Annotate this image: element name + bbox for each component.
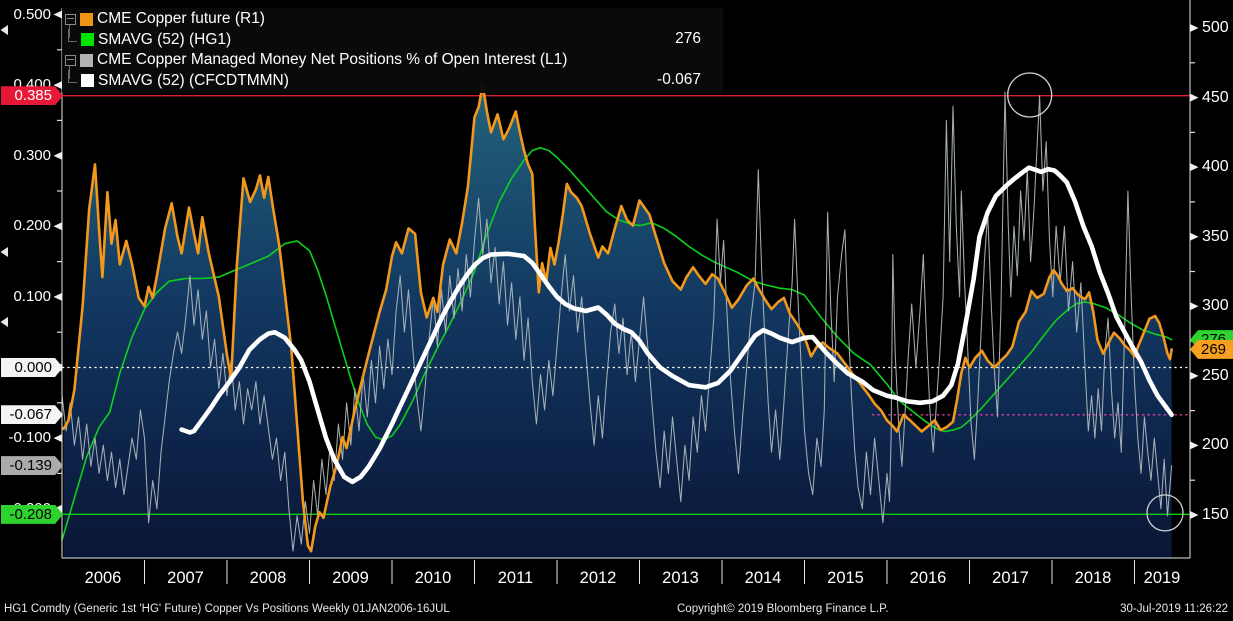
right-axis-tag: 269 (1190, 339, 1233, 359)
right-axis-tick-label: 300 (1202, 297, 1229, 315)
right-tick-arrow-icon (1190, 371, 1199, 380)
x-axis-year-label: 2006 (84, 569, 122, 587)
x-axis-year-label: 2013 (662, 569, 699, 587)
left-edge-marker-icon (0, 25, 8, 35)
tree-expand-icon[interactable] (65, 13, 76, 38)
series-color-swatch (81, 74, 94, 88)
series-line-0 (62, 83, 1173, 553)
x-axis-year-label: 2010 (414, 569, 452, 587)
left-axis-tag: -0.139 (1, 456, 63, 475)
x-axis-year-label: 2009 (332, 569, 369, 587)
right-tick-arrow-icon (1190, 163, 1199, 172)
left-tick-arrow-icon (53, 10, 62, 19)
legend-label: SMAVG (52) (HG1) (98, 30, 232, 48)
legend-item[interactable]: CME Copper Managed Money Net Positions %… (62, 50, 723, 79)
left-edge-marker-icon (0, 247, 8, 257)
left-edge-marker-icon (0, 317, 8, 327)
right-tick-arrow-icon (1190, 93, 1199, 102)
left-axis-tag: -0.067 (1, 405, 63, 424)
legend-last-value: 276 (675, 29, 701, 47)
status-bar: HG1 Comdty (Generic 1st 'HG' Future) Cop… (0, 599, 1233, 621)
x-axis-year-label: 2007 (167, 569, 204, 587)
left-tick-arrow-icon (53, 222, 62, 231)
legend-item[interactable]: CME Copper future (R1) (62, 9, 723, 38)
right-axis-tick-label: 250 (1202, 366, 1229, 384)
right-axis-tick-label: 500 (1202, 19, 1229, 36)
left-tick-arrow-icon (53, 81, 62, 90)
left-axis-tick-label: 0.100 (13, 287, 51, 305)
x-axis-year-label: 2016 (909, 569, 947, 587)
right-tick-arrow-icon (1190, 441, 1199, 450)
right-axis-tick-label: 450 (1202, 88, 1229, 106)
left-axis-tag: 0.000 (1, 358, 63, 377)
series-color-swatch (81, 33, 94, 47)
left-axis-tick-label: 0.200 (13, 217, 51, 235)
x-axis-year-label: 2011 (497, 569, 534, 587)
right-axis-tick-label: 200 (1202, 436, 1229, 454)
legend-last-value: -0.067 (657, 70, 701, 88)
right-axis-tick-label: 400 (1202, 158, 1229, 176)
tree-expand-icon[interactable] (65, 54, 76, 79)
legend-label: CME Copper Managed Money Net Positions %… (97, 51, 568, 69)
series-line-3 (179, 165, 1174, 485)
left-tick-arrow-icon (53, 434, 62, 443)
x-axis-year-label: 2018 (1074, 569, 1112, 587)
tree-branch-icon (68, 28, 77, 42)
left-axis-tag: 0.385 (1, 86, 63, 105)
left-axis-tick-label: 0.300 (13, 146, 51, 164)
legend-item[interactable]: SMAVG (52) (HG1) 276 (62, 28, 723, 51)
annotation-circle (1007, 72, 1053, 118)
timestamp: 30-Jul-2019 11:26:22 (1120, 603, 1228, 615)
left-axis-tick-label: -0.100 (8, 429, 51, 447)
left-tick-arrow-icon (53, 292, 62, 301)
legend-label: CME Copper future (R1) (97, 10, 265, 28)
legend: CME Copper future (R1) SMAVG (52) (HG1) 27… (62, 8, 723, 93)
x-axis-year-label: 2015 (827, 569, 864, 587)
legend-label: SMAVG (52) (CFCDTMMN) (98, 71, 289, 89)
x-axis-year-label: 2017 (992, 569, 1029, 587)
chart-subtitle: HG1 Comdty (Generic 1st 'HG' Future) Cop… (4, 603, 450, 615)
series-line-2 (61, 91, 1173, 552)
left-tick-arrow-icon (53, 151, 62, 160)
right-tick-arrow-icon (1190, 24, 1199, 33)
series-color-swatch (80, 12, 93, 26)
right-axis-tick-label: 350 (1202, 227, 1229, 245)
annotation-circle (1146, 494, 1184, 532)
right-tick-arrow-icon (1190, 232, 1199, 241)
x-axis-year-label: 2014 (744, 569, 782, 587)
left-axis-tag: -0.208 (1, 505, 63, 524)
right-tick-arrow-icon (1190, 511, 1199, 519)
right-axis-tick-label: 150 (1202, 506, 1229, 523)
x-axis-year-label: 2012 (579, 569, 617, 587)
right-tick-arrow-icon (1190, 302, 1199, 311)
copyright-text: Copyright© 2019 Bloomberg Finance L.P. (677, 603, 889, 615)
x-axis-year-label: 2019 (1143, 569, 1181, 587)
left-axis-tick-label: 0.500 (13, 5, 51, 23)
legend-item[interactable]: SMAVG (52) (CFCDTMMN) -0.067 (62, 69, 723, 92)
copper-area-fill (63, 85, 1172, 558)
series-color-swatch (80, 53, 93, 67)
tree-branch-icon (68, 69, 77, 83)
x-axis-year-label: 2008 (249, 569, 287, 587)
